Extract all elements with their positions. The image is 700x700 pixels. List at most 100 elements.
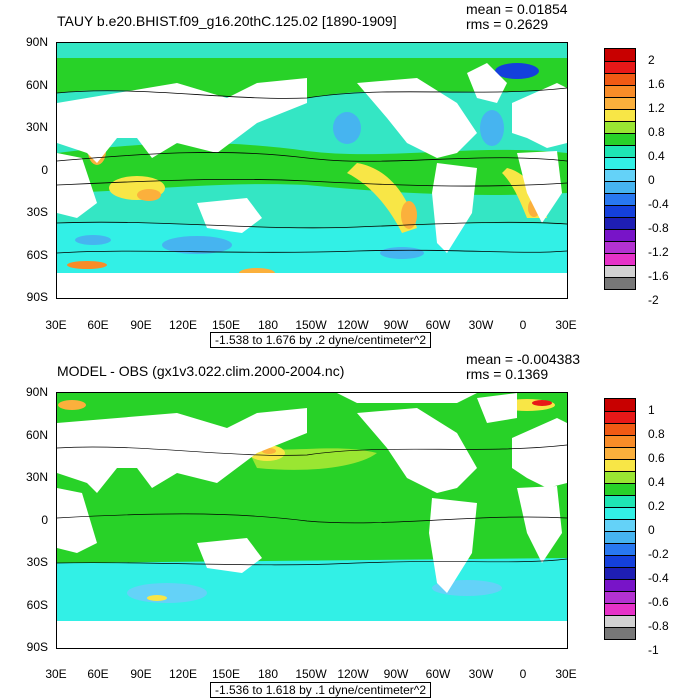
lat-label: 90N <box>25 385 48 399</box>
colorbar-swatch <box>605 229 635 241</box>
colorbar-label: -1.6 <box>648 269 669 283</box>
lon-label: 90W <box>383 318 409 332</box>
panel-1-mean: mean = 0.01854 <box>466 1 568 17</box>
colorbar-label: -0.6 <box>648 595 669 609</box>
lon-label: 0 <box>519 667 527 681</box>
lon-label: 90E <box>130 667 152 681</box>
colorbar-swatch <box>605 627 635 639</box>
colorbar-swatch <box>605 217 635 229</box>
colorbar-swatch <box>605 531 635 543</box>
lat-label: 60N <box>25 78 48 92</box>
colorbar-label: -0.2 <box>648 547 669 561</box>
colorbar-label: -0.4 <box>648 571 669 585</box>
lat-label: 90N <box>25 35 48 49</box>
land <box>57 393 567 648</box>
panel-1-colorbar <box>604 48 636 290</box>
colorbar-swatch <box>605 145 635 157</box>
lon-label: 60E <box>87 667 109 681</box>
colorbar-swatch <box>605 109 635 121</box>
colorbar-swatch <box>605 85 635 97</box>
colorbar-label: -0.4 <box>648 197 669 211</box>
lon-label: 90E <box>130 318 152 332</box>
colorbar-swatch <box>605 61 635 73</box>
north-blue-3 <box>495 63 539 79</box>
colorbar-swatch <box>605 483 635 495</box>
lon-label: 90W <box>383 667 409 681</box>
colorbar-swatch <box>605 49 635 61</box>
south-blue-3 <box>75 235 111 245</box>
orange-6 <box>67 261 107 269</box>
lon-label: 30W <box>468 667 494 681</box>
contours <box>57 87 567 254</box>
lon-label: 30E <box>45 318 67 332</box>
colorbar-label: -2 <box>648 293 659 307</box>
lon-label: 30E <box>555 318 577 332</box>
colorbar-swatch <box>605 411 635 423</box>
colorbar-label: 2 <box>648 53 655 67</box>
colorbar-swatch <box>605 447 635 459</box>
orange-1 <box>137 189 161 201</box>
lon-label: 30E <box>555 667 577 681</box>
lon-label: 120W <box>337 667 369 681</box>
lon-label: 150W <box>295 667 327 681</box>
colorbar-label: -1 <box>648 643 659 657</box>
colorbar-label: 0.4 <box>648 475 665 489</box>
lat-label: 60N <box>25 428 48 442</box>
lon-label: 180 <box>257 318 279 332</box>
colorbar-swatch <box>605 121 635 133</box>
southern-ocean <box>57 221 567 273</box>
lon-label: 150E <box>211 318 241 332</box>
lon-label: 60E <box>87 318 109 332</box>
colorbar-label: -0.8 <box>648 221 669 235</box>
panel-2-map-svg <box>57 393 567 648</box>
north-blue-1 <box>333 112 361 144</box>
lat-label: 0 <box>41 513 48 527</box>
yellow-1 <box>147 595 167 601</box>
lon-label: 150W <box>295 318 327 332</box>
lat-label: 30N <box>25 120 48 134</box>
panel-2-mean: mean = -0.004383 <box>466 351 581 367</box>
colorbar-swatch <box>605 193 635 205</box>
panel-1-map-svg <box>57 43 567 298</box>
lon-label: 60W <box>425 318 451 332</box>
lat-label: 90S <box>26 640 48 654</box>
colorbar-swatch <box>605 277 635 289</box>
south-blue-2 <box>380 247 424 259</box>
colorbar-swatch <box>605 241 635 253</box>
panel-2-range: -1.536 to 1.618 by .1 dyne/centimeter^2 <box>210 682 432 698</box>
colorbar-label: 1.6 <box>648 77 665 91</box>
colorbar-swatch <box>605 459 635 471</box>
colorbar-swatch <box>605 591 635 603</box>
colorbar-swatch <box>605 471 635 483</box>
orange-2 <box>58 400 86 410</box>
colorbar-swatch <box>605 435 635 447</box>
colorbar-label: 0.2 <box>648 499 665 513</box>
colorbar-swatch <box>605 555 635 567</box>
colorbar-swatch <box>605 97 635 109</box>
colorbar-swatch <box>605 423 635 435</box>
panel-2-colorbar <box>604 398 636 640</box>
red-1 <box>532 400 552 406</box>
panel-1-rms: rms = 0.2629 <box>466 16 549 32</box>
colorbar-label: 1.2 <box>648 101 665 115</box>
colorbar-label: -0.8 <box>648 619 669 633</box>
colorbar-label: 1 <box>648 403 655 417</box>
colorbar-label: -1.2 <box>648 245 669 259</box>
colorbar-swatch <box>605 205 635 217</box>
colorbar-swatch <box>605 603 635 615</box>
colorbar-swatch <box>605 543 635 555</box>
colorbar-swatch <box>605 157 635 169</box>
colorbar-swatch <box>605 495 635 507</box>
colorbar-swatch <box>605 265 635 277</box>
colorbar-swatch <box>605 615 635 627</box>
panel-2-rms: rms = 0.1369 <box>466 366 549 382</box>
lon-label: 60W <box>425 667 451 681</box>
colorbar-swatch <box>605 519 635 531</box>
lon-label: 0 <box>519 318 527 332</box>
colorbar-swatch <box>605 507 635 519</box>
lon-label: 30W <box>468 318 494 332</box>
lon-label: 150E <box>211 667 241 681</box>
colorbar-label: 0 <box>648 523 655 537</box>
south-blue-1 <box>162 236 232 254</box>
lon-label: 120E <box>168 318 198 332</box>
